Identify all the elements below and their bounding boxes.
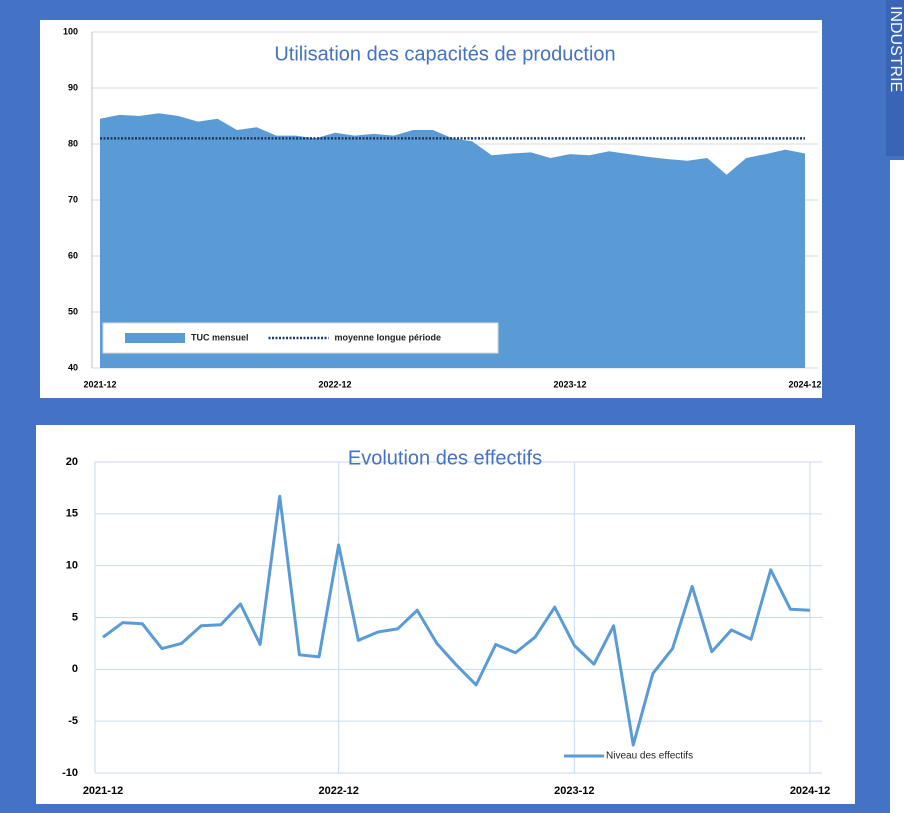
legend-label: Niveau des effectifs — [606, 751, 693, 762]
x-tick-label: 2023-12 — [554, 785, 594, 797]
chart-title: Evolution des effectifs — [348, 447, 542, 469]
y-tick-label: 20 — [66, 456, 78, 468]
x-tick-label: 2024-12 — [790, 785, 830, 797]
y-tick-label: 90 — [68, 82, 78, 92]
chart-title: Utilisation des capacités de production — [274, 43, 615, 65]
y-tick-label: 40 — [68, 362, 78, 372]
line — [102, 494, 811, 747]
legend-label: moyenne longue période — [335, 332, 442, 342]
y-tick-label: -5 — [68, 715, 78, 727]
x-tick-label: 2021-12 — [83, 379, 116, 389]
side-tab-label: INDUSTRIE — [887, 6, 904, 92]
y-tick-label: 5 — [72, 611, 78, 623]
legend-swatch — [125, 333, 185, 343]
x-tick-label: 2023-12 — [553, 379, 586, 389]
y-tick-label: 100 — [63, 26, 78, 36]
y-tick-label: 60 — [68, 250, 78, 260]
y-tick-label: 70 — [68, 194, 78, 204]
x-tick-label: 2021-12 — [83, 785, 123, 797]
side-tab — [886, 0, 904, 156]
y-tick-label: 15 — [66, 508, 78, 520]
y-tick-label: 0 — [72, 663, 78, 675]
y-tick-label: -10 — [62, 767, 78, 779]
x-tick-label: 2024-12 — [788, 379, 821, 389]
x-tick-label: 2022-12 — [318, 785, 358, 797]
y-tick-label: 10 — [66, 560, 78, 572]
legend-label: TUC mensuel — [191, 332, 249, 342]
x-tick-label: 2022-12 — [318, 379, 351, 389]
y-tick-label: 80 — [68, 138, 78, 148]
panel — [36, 425, 855, 804]
area — [100, 113, 805, 368]
y-tick-label: 50 — [68, 306, 78, 316]
side-strip — [890, 160, 904, 813]
